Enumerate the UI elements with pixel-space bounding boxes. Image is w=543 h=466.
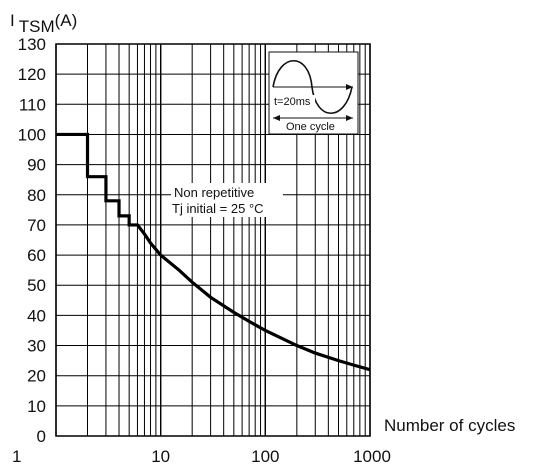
- x-tick-label: 100: [251, 447, 279, 466]
- y-axis-label-sub: TSM: [19, 17, 55, 36]
- itsm-curve: [56, 132, 371, 372]
- y-tick-label: 70: [27, 216, 46, 235]
- inset-period-label-bg: [273, 95, 315, 108]
- y-axis-label-unit: (A): [55, 11, 78, 30]
- grid: [55, 43, 371, 437]
- y-tick-label: 30: [27, 337, 46, 356]
- y-tick-label: 50: [27, 276, 46, 295]
- series: [56, 132, 371, 372]
- condition-annotation-bg: [171, 183, 283, 217]
- plot-frame: [55, 43, 371, 437]
- x-tick-labels: 1 10 100 1000: [12, 447, 391, 466]
- condition-annotation: Non repetitive Tj initial = 25 °C: [171, 183, 283, 217]
- y-tick-label: 60: [27, 246, 46, 265]
- condition-line-1: Non repetitive: [174, 185, 254, 200]
- inset-arrowhead-left: [273, 115, 280, 121]
- y-tick-label: 40: [27, 306, 46, 325]
- inset-cycle-label: One cycle: [286, 121, 335, 133]
- y-tick-label: 0: [37, 427, 46, 446]
- inset-arrowhead-right-1: [346, 84, 353, 90]
- y-tick-label: 20: [27, 367, 46, 386]
- x-axis-label: Number of cycles: [384, 416, 515, 435]
- x-tick-label: 1000: [353, 447, 391, 466]
- y-tick-label: 80: [27, 186, 46, 205]
- y-tick-label: 100: [18, 125, 46, 144]
- x-tick-label: 1: [12, 447, 21, 466]
- x-tick-label: 10: [151, 447, 170, 466]
- y-tick-label: 10: [27, 397, 46, 416]
- y-axis-label-main: I: [10, 11, 15, 30]
- y-tick-label: 130: [18, 35, 46, 54]
- inset-period-label: t=20ms: [274, 96, 311, 108]
- y-tick-label: 120: [18, 65, 46, 84]
- condition-line-2: Tj initial = 25 °C: [172, 201, 264, 216]
- inset-sine-wave: [272, 60, 353, 115]
- y-tick-label: 110: [19, 95, 46, 114]
- inset-one-cycle: t=20ms One cycle: [268, 51, 359, 135]
- y-tick-label: 90: [27, 156, 46, 175]
- y-tick-labels: 0 10 20 30 40 50 60 70 80 90 100 110 120 130: [18, 35, 46, 446]
- y-axis-label: I TSM(A): [10, 11, 77, 36]
- axes: [55, 43, 371, 437]
- inset-arrowhead-right-2: [346, 115, 353, 121]
